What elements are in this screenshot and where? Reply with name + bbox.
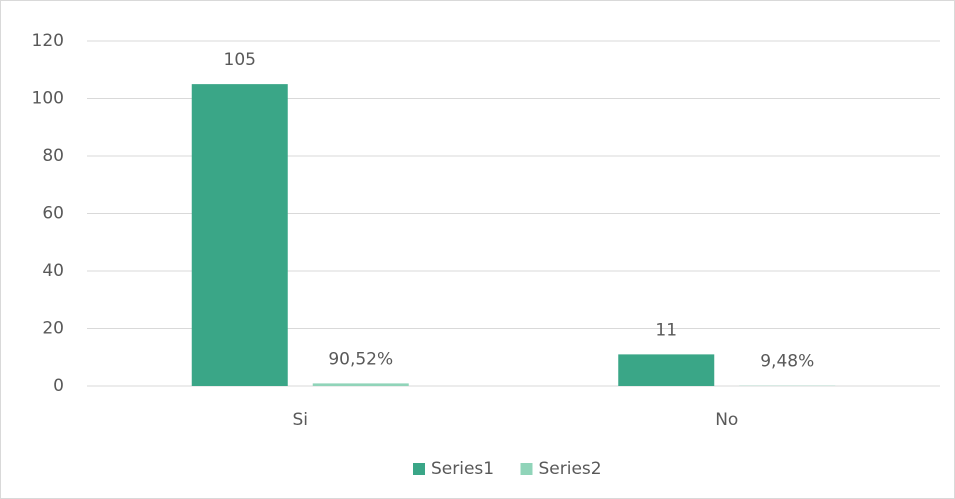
y-tick-label: 120 [32,31,64,51]
legend-swatch [413,463,425,475]
y-tick-label: 40 [42,261,64,281]
y-tick-label: 80 [42,146,64,166]
legend-label: Series2 [539,459,602,479]
x-tick-label: Si [292,410,308,430]
bar [312,383,409,386]
y-tick-label: 60 [42,204,64,224]
legend-label: Series1 [431,459,494,479]
bar [618,354,715,386]
legend-swatch [520,463,533,475]
x-tick-label: No [715,410,738,430]
y-tick-label: 20 [42,319,64,339]
bar [191,84,288,386]
value-label: 90,52% [328,349,393,369]
y-tick-label: 0 [53,376,64,396]
y-tick-label: 100 [32,89,64,109]
value-label: 105 [224,50,256,70]
value-label: 11 [655,320,677,340]
value-label: 9,48% [760,352,814,372]
